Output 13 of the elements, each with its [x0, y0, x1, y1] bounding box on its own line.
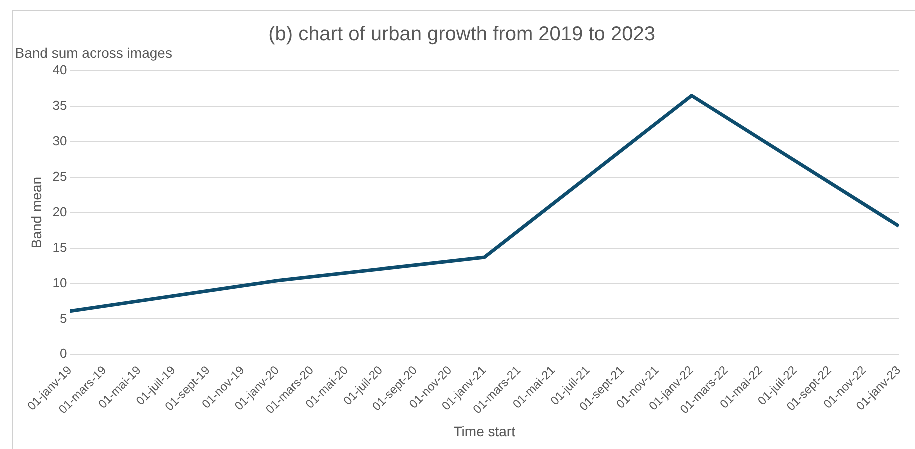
y-tick-label: 0: [60, 346, 68, 362]
y-tick-label: 35: [52, 98, 68, 114]
chart-subtitle: Band sum across images: [15, 44, 172, 61]
y-tick-label: 25: [52, 168, 68, 184]
y-tick-label: 10: [52, 275, 68, 290]
y-tick-label: 20: [52, 204, 68, 220]
y-tick-label: 5: [60, 310, 68, 326]
y-tick-label: 15: [52, 240, 68, 255]
y-tick-label: 30: [52, 133, 68, 148]
chart-title: (b) chart of urban growth from 2019 to 2023: [268, 24, 656, 46]
y-axis-title: Band mean: [28, 177, 44, 249]
y-tick-label: 40: [52, 62, 68, 78]
x-axis-title: Time start: [454, 423, 516, 440]
